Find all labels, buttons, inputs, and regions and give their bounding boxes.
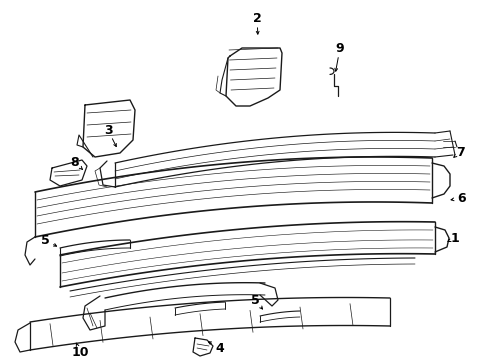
Text: 5: 5 xyxy=(250,293,259,306)
Text: 2: 2 xyxy=(253,12,261,24)
Text: 8: 8 xyxy=(71,156,79,168)
Text: 5: 5 xyxy=(41,234,49,247)
Text: 7: 7 xyxy=(456,145,465,158)
Text: 1: 1 xyxy=(451,231,460,244)
Text: 4: 4 xyxy=(216,342,224,355)
Text: 9: 9 xyxy=(336,41,344,54)
Text: 6: 6 xyxy=(458,192,466,204)
Text: 3: 3 xyxy=(104,123,112,136)
Text: 10: 10 xyxy=(71,346,89,359)
